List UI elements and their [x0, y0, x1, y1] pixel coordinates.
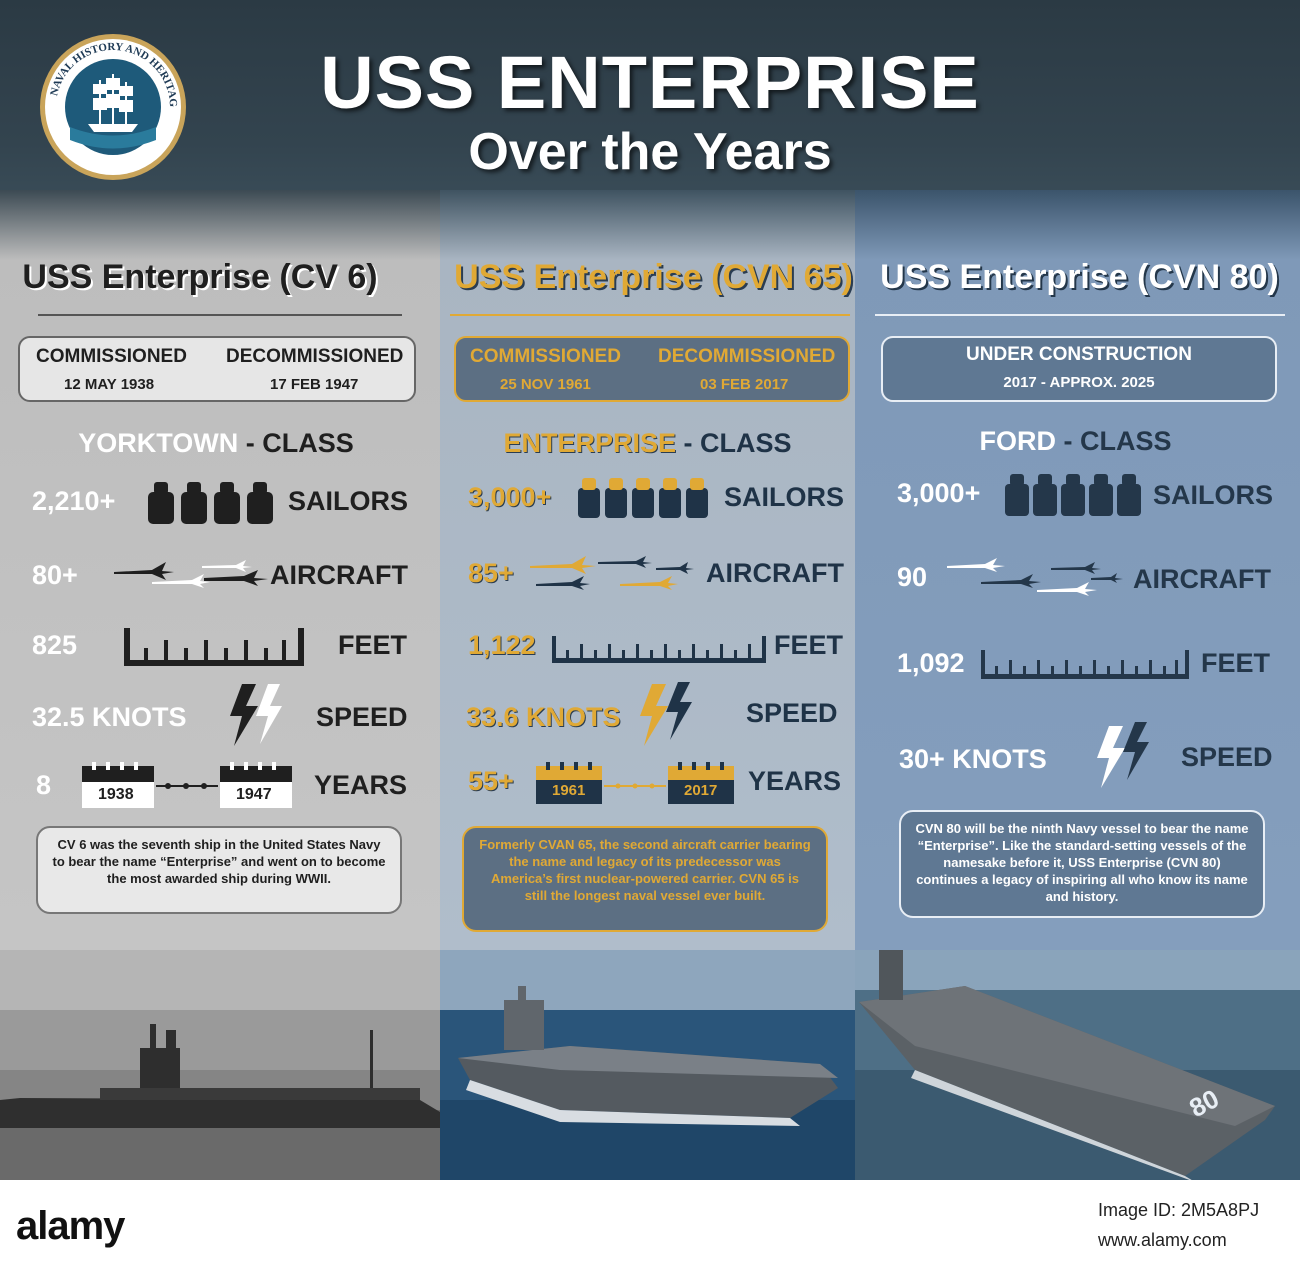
ship-rendering-cvn80: 80 — [855, 950, 1300, 1180]
ship-class: FORD - CLASS — [855, 426, 1300, 457]
aircraft-label: AIRCRAFT — [270, 560, 408, 590]
decommissioned-date: 17 FEB 1947 — [270, 376, 359, 393]
decommissioned-label: DECOMMISSIONED — [226, 346, 404, 367]
speed-label: SPEED — [746, 698, 838, 728]
ship-photo-cv6 — [0, 950, 440, 1180]
commissioned-date: 12 MAY 1938 — [64, 376, 155, 393]
brand-url: www.alamy.com — [1098, 1230, 1227, 1250]
commissioned-date: 25 NOV 1961 — [500, 376, 591, 393]
ship-class: ENTERPRISE - CLASS — [440, 428, 855, 459]
sailors-label: SAILORS — [1153, 480, 1274, 510]
sailors-count: 3,000+ — [897, 478, 981, 508]
year-end: 1947 — [236, 786, 272, 803]
lightning-icon — [640, 682, 692, 746]
length-label: FEET — [1201, 648, 1271, 678]
speed-label: SPEED — [316, 702, 408, 732]
aircraft-label: AIRCRAFT — [706, 558, 844, 588]
lightning-icon — [230, 684, 282, 746]
class-suffix: - CLASS — [676, 428, 792, 458]
length-value: 1,122 — [468, 630, 536, 660]
years-value: 55+ — [468, 766, 514, 796]
decommissioned-label: DECOMMISSIONED — [658, 346, 836, 367]
image-id: Image ID: 2M5A8PJ — [1098, 1200, 1260, 1220]
commissioned-label: COMMISSIONED — [36, 346, 187, 367]
watermark-footer: alamy Image ID: 2M5A8PJ www.alamy.com — [0, 1180, 1300, 1271]
aircraft-count: 85+ — [468, 558, 514, 588]
years-label: YEARS — [748, 766, 842, 796]
sailors-count: 2,210+ — [32, 486, 116, 516]
class-name: YORKTOWN — [78, 428, 239, 458]
aircraft-icon — [947, 558, 1123, 596]
length-value: 1,092 — [897, 648, 965, 678]
sailors-label: SAILORS — [724, 482, 845, 512]
class-name: ENTERPRISE — [503, 428, 677, 458]
sailors-label: SAILORS — [288, 486, 409, 516]
construction-dates: 2017 - APPROX. 2025 — [1003, 374, 1155, 391]
column-cv6: USS Enterprise (CV 6) COMMISSIONED 12 MA… — [0, 190, 440, 1180]
column-title: USS Enterprise (CV 6) — [22, 258, 378, 296]
title-divider — [450, 314, 850, 316]
aircraft-count: 80+ — [32, 560, 78, 590]
length-value: 825 — [32, 630, 78, 660]
nhhc-seal-logo: NAVAL HISTORY AND HERITAGE COMMAND — [38, 32, 186, 180]
sailors-icon — [148, 482, 273, 524]
description-box: CVN 80 will be the ninth Navy vessel to … — [899, 810, 1265, 918]
calendar-timeline-icon — [536, 762, 734, 804]
year-start: 1961 — [552, 782, 586, 799]
length-label: FEET — [774, 630, 844, 660]
ship-photo-cvn65 — [440, 950, 855, 1180]
description-box: CV 6 was the seventh ship in the United … — [36, 826, 402, 914]
length-label: FEET — [338, 630, 408, 660]
class-suffix: - CLASS — [1055, 426, 1172, 456]
column-cvn80: USS Enterprise (CVN 80) UNDER CONSTRUCTI… — [855, 190, 1300, 1180]
speed-value: 30+ KNOTS — [899, 744, 1047, 774]
speed-label: SPEED — [1181, 742, 1273, 772]
aircraft-icon — [530, 556, 694, 590]
speed-value: 32.5 KNOTS — [32, 702, 187, 732]
dates-box: UNDER CONSTRUCTION 2017 - APPROX. 2025 — [881, 336, 1277, 402]
class-name: FORD — [979, 426, 1056, 456]
brand-logo: alamy — [16, 1204, 125, 1248]
sailors-icon — [1005, 474, 1141, 516]
page-title: USS ENTERPRISE — [320, 41, 980, 124]
column-title: USS Enterprise (CVN 80) — [880, 258, 1279, 296]
years-label: YEARS — [314, 770, 408, 800]
sailors-icon — [578, 478, 708, 518]
ruler-icon — [981, 650, 1189, 679]
years-value: 8 — [36, 770, 52, 800]
speed-value: 33.6 KNOTS — [466, 702, 621, 732]
year-start: 1938 — [98, 786, 134, 803]
dates-box: COMMISSIONED 25 NOV 1961 DECOMMISSIONED … — [454, 336, 850, 402]
commissioned-label: COMMISSIONED — [470, 346, 621, 367]
aircraft-icon — [114, 560, 268, 588]
class-suffix: - CLASS — [238, 428, 354, 458]
title-divider — [38, 314, 402, 316]
column-title: USS Enterprise (CVN 65) — [454, 258, 853, 296]
decommissioned-date: 03 FEB 2017 — [700, 376, 789, 393]
sailors-count: 3,000+ — [468, 482, 552, 512]
aircraft-label: AIRCRAFT — [1133, 564, 1271, 594]
calendar-timeline-icon — [82, 762, 292, 808]
ship-class: YORKTOWN - CLASS — [0, 428, 440, 459]
dates-box: COMMISSIONED 12 MAY 1938 DECOMMISSIONED … — [18, 336, 416, 402]
page-subtitle: Over the Years — [468, 123, 832, 181]
ruler-icon — [124, 628, 304, 666]
title-divider — [875, 314, 1285, 316]
year-end: 2017 — [684, 782, 718, 799]
description-box: Formerly CVAN 65, the second aircraft ca… — [462, 826, 828, 932]
column-cvn65: USS Enterprise (CVN 65) COMMISSIONED 25 … — [440, 190, 855, 1180]
ruler-icon — [552, 636, 766, 663]
lightning-icon — [1097, 722, 1149, 788]
construction-label: UNDER CONSTRUCTION — [966, 344, 1192, 365]
aircraft-count: 90 — [897, 562, 928, 592]
